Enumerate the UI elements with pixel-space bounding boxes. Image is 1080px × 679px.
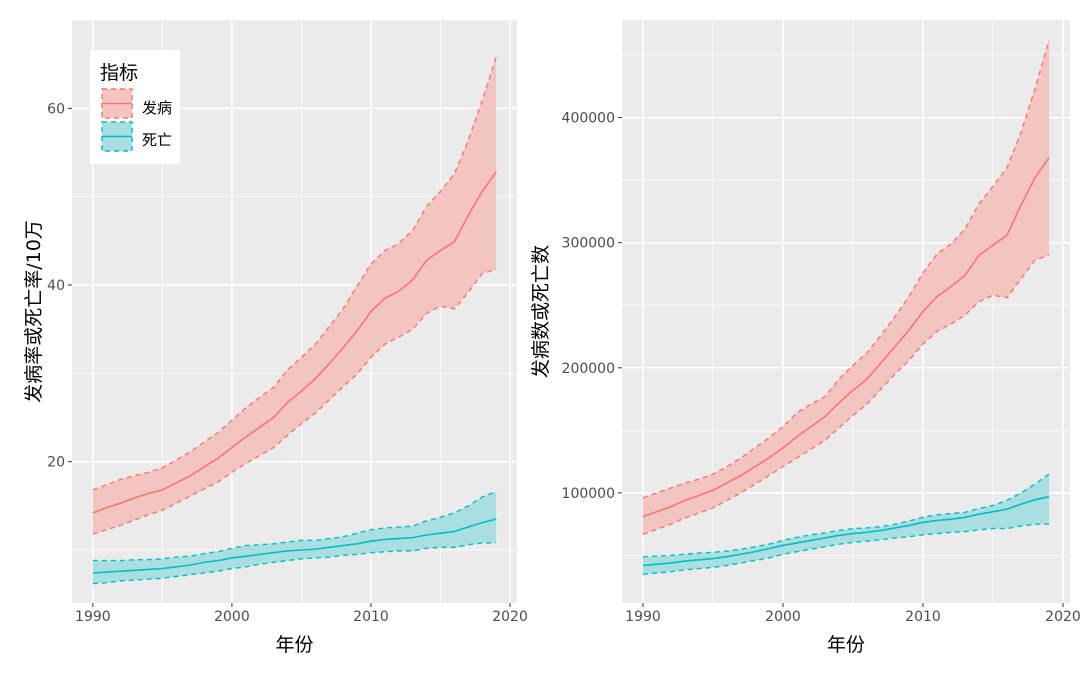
right-ribbon-incidence: [643, 40, 1049, 535]
left-x-tick-label: 2020: [492, 609, 528, 625]
right-y-tick-label: 200000: [562, 361, 615, 377]
legend-label-incidence: 发病: [142, 99, 172, 117]
left-mean-line-incidence: [92, 171, 497, 514]
right-y-tick-label: 300000: [562, 236, 615, 252]
left-y-tick-label: 20: [47, 455, 65, 471]
left-lower-bound-line-death: [92, 542, 497, 585]
left-y-tick-label: 40: [47, 278, 65, 294]
left-mean-line-death: [92, 518, 497, 574]
right-mean-line-incidence: [642, 157, 1050, 518]
left-x-tick-label: 1990: [75, 609, 111, 625]
right-mean-line-death: [642, 495, 1050, 567]
right-x-axis-title: 年份: [827, 634, 865, 656]
left-y-tick-label: 60: [47, 101, 65, 117]
left-x-tick-label: 2010: [353, 609, 389, 625]
left-lower-bound-line-incidence: [92, 268, 497, 535]
right-y-tick-label: 400000: [562, 111, 615, 127]
right-upper-bound-line-incidence: [642, 39, 1050, 499]
left-upper-bound-line-incidence: [92, 56, 497, 491]
right-x-tick-label: 2000: [765, 609, 801, 625]
right-y-tick-label: 100000: [562, 486, 615, 502]
legend-label-death: 死亡: [142, 131, 172, 149]
left-y-axis-title: 发病率或死亡率/10万: [23, 220, 45, 403]
left-x-tick-label: 2000: [214, 609, 250, 625]
left-upper-bound-line-death: [92, 491, 497, 562]
left-ribbon-incidence: [92, 57, 497, 535]
right-panel: 1990 2000 2010 2020 100000 200000 300000 400000…: [530, 20, 1080, 656]
right-y-axis-title: 发病数或死亡数: [530, 245, 552, 378]
right-x-tick-label: 2010: [905, 609, 941, 625]
right-x-tick-label: 2020: [1045, 609, 1080, 625]
right-x-tick-label: 1990: [625, 609, 661, 625]
right-upper-bound-line-death: [642, 473, 1050, 558]
right-lower-bound-line-incidence: [642, 254, 1050, 535]
legend-key-death: [101, 121, 133, 152]
legend-key-incidence: [101, 88, 133, 119]
legend: 指标 发病 死亡: [90, 50, 180, 164]
legend-title: 指标: [100, 62, 138, 84]
left-ribbon-death: [92, 491, 497, 584]
left-x-axis-title: 年份: [275, 634, 313, 656]
